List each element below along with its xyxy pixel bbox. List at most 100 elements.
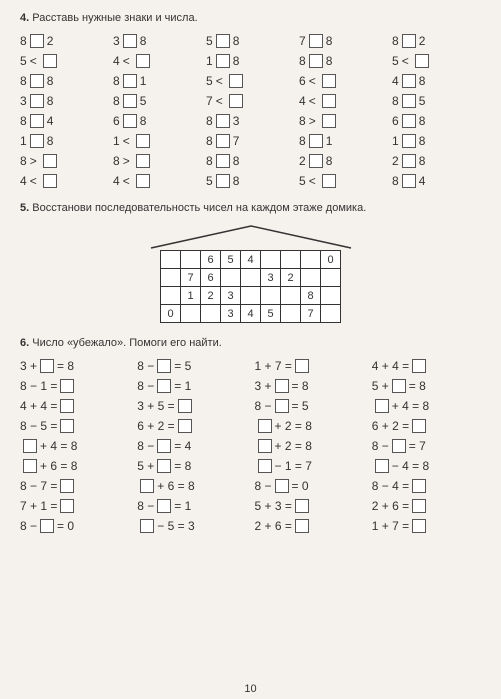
blank-box[interactable]	[123, 114, 137, 128]
blank-box[interactable]	[295, 359, 309, 373]
blank-box[interactable]	[136, 154, 150, 168]
blank-box[interactable]	[309, 54, 323, 68]
blank-box[interactable]	[229, 94, 243, 108]
blank-box[interactable]	[40, 359, 54, 373]
house-cell[interactable]	[321, 269, 341, 287]
blank-box[interactable]	[157, 379, 171, 393]
house-cell[interactable]	[301, 251, 321, 269]
blank-box[interactable]	[60, 399, 74, 413]
house-cell[interactable]	[201, 305, 221, 323]
blank-box[interactable]	[178, 399, 192, 413]
blank-box[interactable]	[30, 34, 44, 48]
house-cell[interactable]	[281, 287, 301, 305]
house-cell[interactable]	[301, 269, 321, 287]
blank-box[interactable]	[258, 459, 272, 473]
house-cell[interactable]: 8	[301, 287, 321, 305]
blank-box[interactable]	[23, 459, 37, 473]
blank-box[interactable]	[178, 419, 192, 433]
blank-box[interactable]	[402, 114, 416, 128]
blank-box[interactable]	[275, 379, 289, 393]
blank-box[interactable]	[216, 54, 230, 68]
blank-box[interactable]	[216, 134, 230, 148]
blank-box[interactable]	[309, 34, 323, 48]
house-cell[interactable]: 0	[161, 305, 181, 323]
house-cell[interactable]: 1	[181, 287, 201, 305]
blank-box[interactable]	[123, 34, 137, 48]
house-cell[interactable]	[181, 305, 201, 323]
blank-box[interactable]	[322, 94, 336, 108]
house-cell[interactable]: 6	[201, 251, 221, 269]
blank-box[interactable]	[43, 54, 57, 68]
blank-box[interactable]	[60, 499, 74, 513]
house-cell[interactable]: 0	[321, 251, 341, 269]
blank-box[interactable]	[60, 419, 74, 433]
blank-box[interactable]	[415, 54, 429, 68]
house-cell[interactable]	[321, 305, 341, 323]
house-cell[interactable]	[261, 287, 281, 305]
house-cell[interactable]: 4	[241, 251, 261, 269]
blank-box[interactable]	[402, 134, 416, 148]
blank-box[interactable]	[157, 459, 171, 473]
house-cell[interactable]	[221, 269, 241, 287]
house-cell[interactable]: 6	[201, 269, 221, 287]
blank-box[interactable]	[258, 439, 272, 453]
blank-box[interactable]	[412, 499, 426, 513]
blank-box[interactable]	[402, 34, 416, 48]
house-cell[interactable]	[261, 251, 281, 269]
blank-box[interactable]	[322, 114, 336, 128]
blank-box[interactable]	[157, 439, 171, 453]
blank-box[interactable]	[123, 74, 137, 88]
blank-box[interactable]	[30, 94, 44, 108]
house-cell[interactable]: 2	[201, 287, 221, 305]
blank-box[interactable]	[402, 94, 416, 108]
blank-box[interactable]	[216, 154, 230, 168]
blank-box[interactable]	[412, 519, 426, 533]
blank-box[interactable]	[412, 359, 426, 373]
house-cell[interactable]	[161, 287, 181, 305]
house-cell[interactable]	[281, 251, 301, 269]
house-cell[interactable]	[161, 251, 181, 269]
blank-box[interactable]	[295, 519, 309, 533]
blank-box[interactable]	[412, 419, 426, 433]
blank-box[interactable]	[275, 399, 289, 413]
blank-box[interactable]	[216, 34, 230, 48]
house-cell[interactable]: 3	[221, 305, 241, 323]
blank-box[interactable]	[136, 54, 150, 68]
blank-box[interactable]	[23, 439, 37, 453]
blank-box[interactable]	[136, 134, 150, 148]
blank-box[interactable]	[43, 154, 57, 168]
blank-box[interactable]	[402, 74, 416, 88]
blank-box[interactable]	[322, 74, 336, 88]
blank-box[interactable]	[60, 479, 74, 493]
blank-box[interactable]	[309, 154, 323, 168]
blank-box[interactable]	[43, 174, 57, 188]
blank-box[interactable]	[157, 359, 171, 373]
blank-box[interactable]	[402, 174, 416, 188]
blank-box[interactable]	[229, 74, 243, 88]
blank-box[interactable]	[216, 114, 230, 128]
house-cell[interactable]: 5	[221, 251, 241, 269]
house-cell[interactable]	[281, 305, 301, 323]
house-cell[interactable]	[241, 269, 261, 287]
house-cell[interactable]: 5	[261, 305, 281, 323]
blank-box[interactable]	[375, 459, 389, 473]
blank-box[interactable]	[275, 479, 289, 493]
house-cell[interactable]: 7	[181, 269, 201, 287]
blank-box[interactable]	[60, 379, 74, 393]
blank-box[interactable]	[157, 499, 171, 513]
blank-box[interactable]	[30, 114, 44, 128]
house-cell[interactable]	[161, 269, 181, 287]
house-cell[interactable]: 2	[281, 269, 301, 287]
blank-box[interactable]	[392, 439, 406, 453]
house-cell[interactable]: 7	[301, 305, 321, 323]
house-cell[interactable]: 3	[261, 269, 281, 287]
blank-box[interactable]	[40, 519, 54, 533]
house-cell[interactable]: 4	[241, 305, 261, 323]
blank-box[interactable]	[322, 174, 336, 188]
blank-box[interactable]	[30, 74, 44, 88]
blank-box[interactable]	[30, 134, 44, 148]
blank-box[interactable]	[140, 479, 154, 493]
house-cell[interactable]	[241, 287, 261, 305]
blank-box[interactable]	[136, 174, 150, 188]
blank-box[interactable]	[140, 519, 154, 533]
